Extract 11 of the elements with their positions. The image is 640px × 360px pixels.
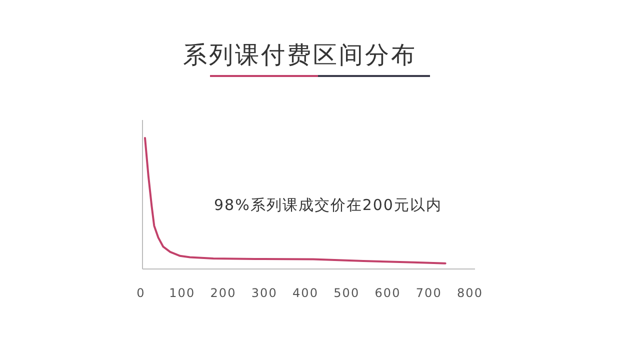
x-tick-label: 500 <box>334 286 360 300</box>
chart-title: 系列课付费区间分布 <box>183 41 417 69</box>
annotation: 98%系列课成交价在200元以内 <box>214 196 442 214</box>
x-tick-label: 800 <box>457 286 483 300</box>
x-tick-label: 0 <box>136 286 146 300</box>
x-tick-label: 100 <box>169 286 196 300</box>
x-tick-label: 600 <box>374 286 401 300</box>
x-tick-label: 200 <box>210 286 236 300</box>
x-tick-label: 300 <box>251 286 278 300</box>
x-tick-label: 400 <box>292 286 318 300</box>
x-tick-label: 700 <box>416 286 442 300</box>
